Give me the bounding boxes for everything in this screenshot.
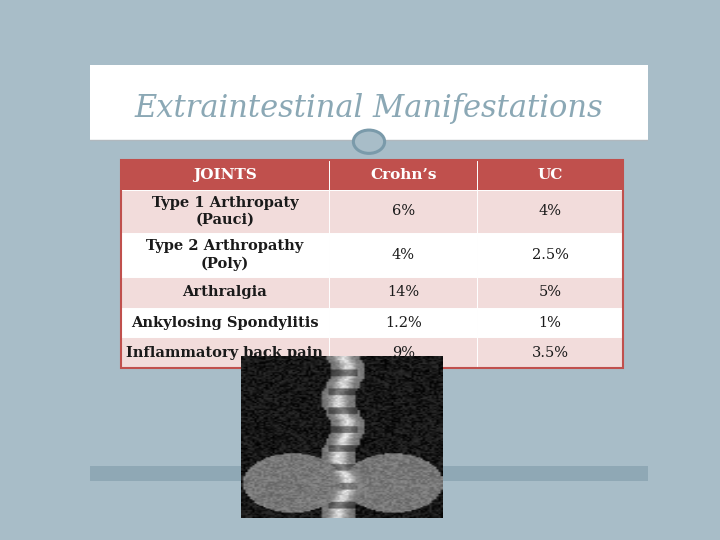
Text: Type 2 Arthropathy
(Poly): Type 2 Arthropathy (Poly): [146, 239, 304, 271]
Bar: [90, 65, 648, 140]
Bar: [477, 308, 623, 337]
Bar: [329, 233, 477, 277]
Bar: [329, 160, 477, 190]
Text: 4%: 4%: [392, 248, 415, 262]
Bar: [329, 337, 477, 368]
Text: 14%: 14%: [387, 286, 419, 300]
Text: JOINTS: JOINTS: [193, 168, 257, 182]
Bar: [477, 277, 623, 308]
Bar: [90, 466, 648, 481]
Bar: [477, 160, 623, 190]
Text: Extraintestinal Manifestations: Extraintestinal Manifestations: [135, 93, 603, 124]
Bar: [329, 277, 477, 308]
Bar: [121, 160, 623, 368]
Bar: [121, 277, 329, 308]
Text: 9%: 9%: [392, 346, 415, 360]
Bar: [121, 308, 329, 337]
Text: 6%: 6%: [392, 204, 415, 218]
Bar: [477, 337, 623, 368]
Text: 3.5%: 3.5%: [531, 346, 569, 360]
Text: UC: UC: [537, 168, 563, 182]
Text: 4%: 4%: [539, 204, 562, 218]
Bar: [329, 308, 477, 337]
Text: 1%: 1%: [539, 315, 562, 329]
Bar: [121, 160, 329, 190]
Text: 2.5%: 2.5%: [531, 248, 569, 262]
Text: Inflammatory back pain: Inflammatory back pain: [127, 346, 323, 360]
Bar: [329, 190, 477, 233]
Text: Arthralgia: Arthralgia: [183, 286, 267, 300]
Text: Ankylosing Spondylitis: Ankylosing Spondylitis: [131, 315, 319, 329]
Bar: [121, 233, 329, 277]
Text: Type 1 Arthropaty
(Pauci): Type 1 Arthropaty (Pauci): [152, 196, 298, 227]
Text: 5%: 5%: [539, 286, 562, 300]
Bar: [477, 233, 623, 277]
Text: 1.2%: 1.2%: [384, 315, 421, 329]
Circle shape: [354, 130, 384, 153]
Bar: [121, 337, 329, 368]
Bar: [121, 190, 329, 233]
Bar: [477, 190, 623, 233]
Text: Crohn’s: Crohn’s: [370, 168, 436, 182]
